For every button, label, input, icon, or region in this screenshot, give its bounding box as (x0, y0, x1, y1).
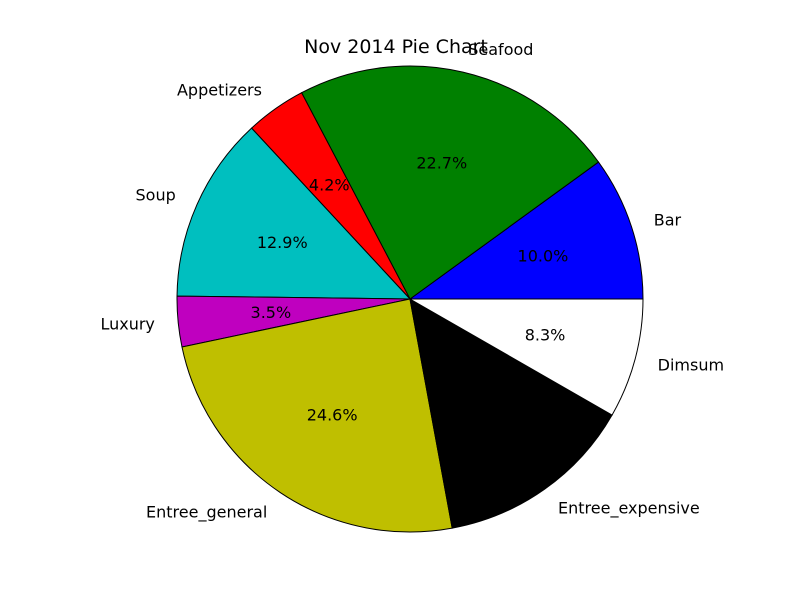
pie-slice-seafood (300, 65, 600, 300)
pie-slice-entree-expensive (409, 298, 613, 529)
slice-percent-luxury: 3.5% (251, 303, 292, 322)
pie-slice-dimsum (408, 298, 644, 416)
labels-layer: Bar 10.0% Seafood 22.7% Appetizers 4.2% Soup 12… (100, 40, 724, 522)
slices-layer (176, 65, 644, 533)
slice-percent-dimsum: 8.3% (525, 326, 566, 345)
slice-percent-appetizers: 4.2% (309, 175, 350, 194)
pie-slice-entree-general (181, 298, 453, 533)
pie-slice-soup (176, 127, 412, 300)
slice-label-soup: Soup (136, 186, 176, 205)
chart-title: Nov 2014 Pie Chart (304, 36, 488, 58)
slice-label-appetizers: Appetizers (177, 80, 262, 99)
slice-label-luxury: Luxury (100, 314, 154, 333)
slice-percent-bar: 10.0% (518, 246, 569, 265)
slice-label-entree-general: Entree_general (146, 502, 267, 522)
slice-percent-seafood: 22.7% (416, 153, 467, 172)
slice-label-entree-expensive: Entree_expensive (558, 499, 700, 519)
pie-slice-bar (408, 161, 644, 300)
slice-label-seafood: Seafood (468, 40, 533, 59)
slice-percent-soup: 12.9% (257, 233, 308, 252)
slice-percent-entree-general: 24.6% (307, 406, 358, 425)
slice-label-dimsum: Dimsum (658, 356, 724, 375)
slice-label-bar: Bar (654, 210, 682, 229)
